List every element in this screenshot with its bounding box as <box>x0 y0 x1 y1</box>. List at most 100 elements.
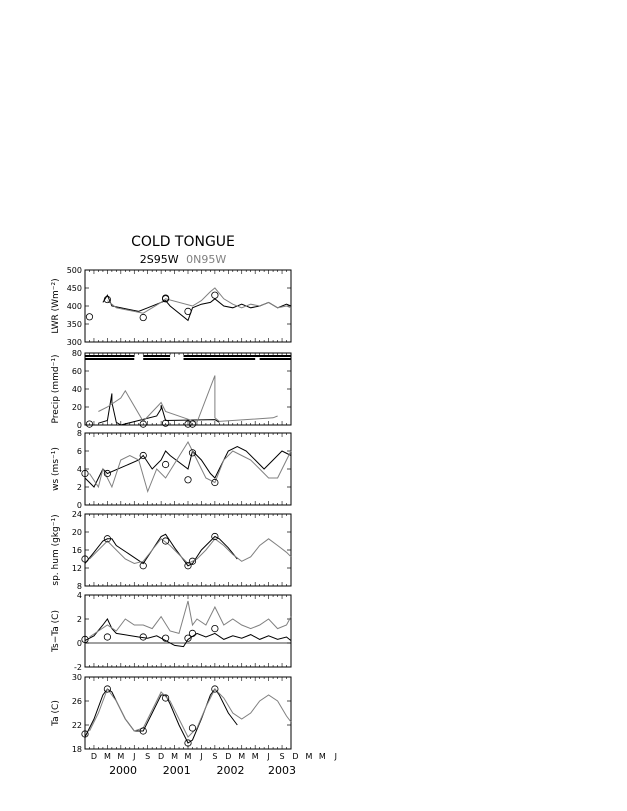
y-tick-label: 12 <box>72 564 82 573</box>
y-tick-label: 18 <box>72 745 82 754</box>
marker-circle <box>103 685 111 693</box>
plot-frame <box>84 676 292 750</box>
y-axis-label: Ta (C) <box>51 700 61 727</box>
marker-circle <box>85 313 94 321</box>
x-month-label: D <box>158 752 164 761</box>
marker-circle <box>139 727 147 735</box>
marker-circle <box>162 460 170 469</box>
series-line-0N95W <box>89 538 292 565</box>
marker-circle <box>85 420 94 428</box>
marker-circle <box>103 295 111 304</box>
x-year-label: 2002 <box>217 764 245 777</box>
y-axis-label: sp. hum (gkg⁻¹) <box>51 514 61 585</box>
marker-circle <box>211 291 219 299</box>
figure-title: COLD TONGUE <box>131 234 235 250</box>
panel-wspd: 0 2 4 6 8 ws (ms⁻¹) <box>51 429 292 510</box>
y-tick-label: 40 <box>72 385 82 394</box>
marker-circle <box>81 469 89 478</box>
y-axis-label: Precip (mmd⁻¹) <box>51 355 61 424</box>
panel-rh: 8 12 16 20 24 sp. hum (gkg⁻¹) <box>51 510 292 591</box>
series-line-2S95W <box>84 618 292 648</box>
y-tick-label: 22 <box>72 721 82 730</box>
x-month-label: J <box>132 752 135 761</box>
series-line-2S95W <box>84 445 292 488</box>
marker-circle <box>188 557 197 565</box>
x-month-label: M <box>238 752 245 761</box>
y-tick-label: 80 <box>72 349 82 358</box>
marker-circle <box>188 724 197 732</box>
series-line-0N95W <box>89 440 292 494</box>
x-month-label: J <box>334 752 337 761</box>
marker-circle <box>184 634 192 642</box>
marker-circle <box>211 478 219 487</box>
marker-circle <box>81 635 89 644</box>
marker-circle <box>139 562 147 570</box>
plot-frame <box>84 352 292 426</box>
figure-subtitle: 2S95W 0N95W <box>140 253 227 266</box>
y-tick-label: 4 <box>77 465 82 474</box>
y-tick-label: 0 <box>77 421 82 430</box>
y-tick-label: 6 <box>77 447 82 456</box>
x-month-label: S <box>280 752 285 761</box>
y-tick-label: 2 <box>77 615 82 624</box>
y-tick-label: 20 <box>72 528 82 537</box>
x-month-label: S <box>212 752 217 761</box>
marker-circle <box>103 469 111 478</box>
series-line-0N95W <box>89 600 292 638</box>
y-tick-label: 350 <box>67 320 82 329</box>
series-line-0N95W <box>98 375 278 423</box>
x-month-label: M <box>319 752 326 761</box>
y-tick-label: 0 <box>77 639 82 648</box>
marker-circle <box>162 295 170 303</box>
marker-circle <box>139 313 147 322</box>
marker-circle <box>188 629 197 638</box>
marker-circle <box>184 562 192 570</box>
marker-circle <box>184 307 192 315</box>
x-month-label: J <box>199 752 202 761</box>
marker-circle <box>162 694 170 702</box>
x-year-label: 2001 <box>163 764 191 777</box>
x-year-label: 2003 <box>268 764 296 777</box>
marker-circle <box>211 624 219 633</box>
marker-circle <box>184 420 192 428</box>
series-line-0N95W <box>89 687 292 738</box>
subtitle-0N95W: 0N95W <box>186 253 226 266</box>
x-month-label: M <box>305 752 312 761</box>
marker-circle <box>103 535 111 543</box>
series-line-2S95W <box>102 294 292 322</box>
marker-circle <box>211 685 219 693</box>
x-month-label: D <box>91 752 97 761</box>
y-tick-label: 30 <box>72 673 82 682</box>
marker-circle <box>184 739 192 747</box>
y-tick-label: 400 <box>67 302 82 311</box>
x-month-label: J <box>266 752 269 761</box>
y-tick-label: 16 <box>72 546 82 555</box>
marker-circle <box>211 532 219 541</box>
y-tick-label: 60 <box>72 367 82 376</box>
marker-circle <box>188 449 197 457</box>
y-tick-label: 0 <box>77 501 82 510</box>
x-month-label: S <box>145 752 150 761</box>
y-axis-label: Ts−Ta (C) <box>51 610 61 653</box>
y-tick-label: 2 <box>77 483 82 492</box>
y-tick-label: 26 <box>72 697 82 706</box>
x-month-label: D <box>225 752 231 761</box>
y-tick-label: 8 <box>77 582 82 591</box>
marker-circle <box>139 451 147 460</box>
y-tick-label: 300 <box>67 338 82 347</box>
x-month-label: M <box>185 752 192 761</box>
marker-circle <box>139 420 147 428</box>
series-line-2S95W <box>98 393 220 426</box>
x-month-label: M <box>252 752 259 761</box>
panel-tsta: -2 0 2 4 Ts−Ta (C) <box>51 591 292 672</box>
marker-circle <box>81 555 89 563</box>
marker-circle <box>188 420 197 428</box>
marker-circle <box>103 633 111 641</box>
series-line-0N95W <box>107 287 292 314</box>
x-month-label: D <box>292 752 298 761</box>
panel-precip: 0 20 40 60 80 Precip (mmd⁻¹) <box>51 349 292 430</box>
marker-circle <box>162 419 170 427</box>
